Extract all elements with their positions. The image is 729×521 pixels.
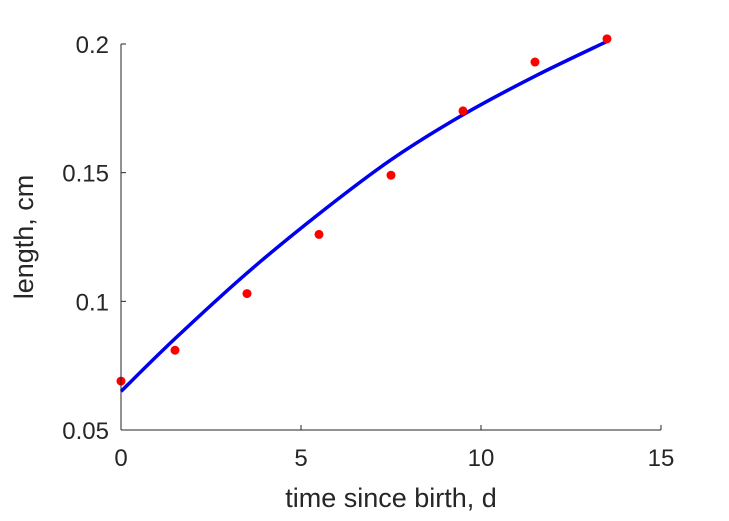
y-tick-label: 0.1	[76, 289, 109, 316]
data-point	[458, 106, 468, 116]
data-point	[386, 170, 396, 180]
plot-lines	[119, 39, 608, 393]
plot-points	[116, 34, 612, 386]
axes	[120, 44, 661, 431]
y-tick-label: 0.2	[76, 32, 109, 59]
ticks: 0 5 10 15 0.05 0.1 0.15 0.2	[62, 32, 674, 472]
x-axis-title: time since birth, d	[285, 483, 497, 513]
data-point	[602, 34, 612, 44]
y-tick-label: 0.05	[62, 418, 109, 445]
x-tick-label: 0	[114, 445, 127, 472]
data-point	[242, 289, 252, 299]
data-point	[170, 345, 180, 355]
data-point	[530, 57, 540, 67]
x-tick-label: 10	[468, 445, 495, 472]
x-tick-label: 5	[294, 445, 307, 472]
x-tick-label: 15	[648, 445, 675, 472]
data-point	[314, 229, 324, 239]
fit-curve	[119, 39, 608, 393]
y-tick-label: 0.15	[62, 161, 109, 188]
y-axis-title: length, cm	[9, 175, 39, 300]
